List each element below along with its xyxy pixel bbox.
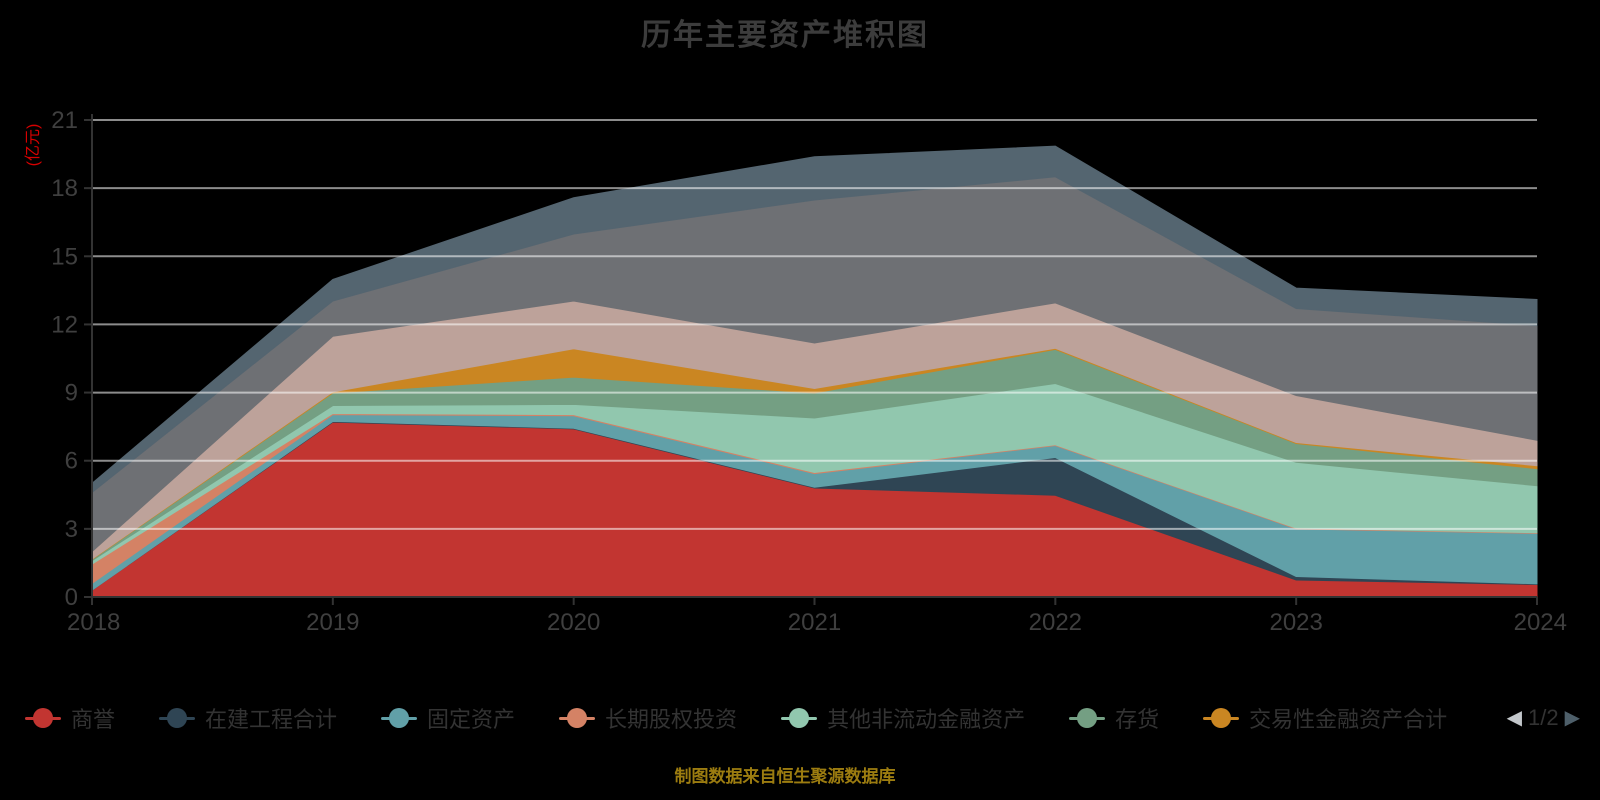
y-axis-label-9: 9	[65, 380, 78, 407]
legend-label: 固定资产	[427, 707, 516, 732]
x-axis-label-2024: 2024	[1514, 609, 1567, 636]
y-axis-label-21: 21	[51, 107, 78, 134]
stacked-area-chart: 0 3 6 9 12 15 18 21 2018 2019 2020 2021 2022 2023 2024…	[24, 107, 1567, 636]
y-axis-label-0: 0	[65, 584, 78, 611]
legend-label: 在建工程合计	[205, 707, 338, 732]
legend-pager: ◀ 1/2 ▶	[1507, 705, 1580, 731]
x-axis-label-2018: 2018	[67, 609, 120, 636]
legend-page-indicator: 1/2	[1528, 705, 1559, 730]
legend-line-circle-icon	[381, 708, 418, 728]
legend: 商誉 在建工程合计 固定资产 长期股权投资 其他非流动金融资产 存货 交易性金融资产合计 ◀…	[25, 701, 1580, 735]
legend-next-page-icon[interactable]: ▶	[1564, 707, 1580, 729]
legend-line-circle-icon	[1069, 708, 1106, 728]
legend-prev-page-icon[interactable]: ◀	[1506, 707, 1523, 729]
area-series-unknown-series-slate (legend page 2)	[91, 145, 1538, 494]
x-axis-label-2023: 2023	[1269, 609, 1322, 636]
legend-item-长期股权投资[interactable]: 长期股权投资	[559, 702, 737, 734]
legend-label: 长期股权投资	[605, 707, 738, 732]
legend-label: 存货	[1115, 707, 1160, 732]
x-axis-label-2020: 2020	[547, 609, 600, 636]
legend-item-商誉[interactable]: 商誉	[25, 702, 115, 734]
legend-item-交易性金融资产合计[interactable]: 交易性金融资产合计	[1203, 702, 1447, 734]
page-title: 历年主要资产堆积图	[641, 19, 929, 52]
y-axis-label-15: 15	[51, 243, 78, 270]
y-axis-label-6: 6	[65, 448, 78, 475]
legend-line-circle-icon	[25, 708, 61, 728]
legend-line-circle-icon	[159, 708, 196, 728]
x-axis-label-2021: 2021	[788, 609, 841, 636]
y-axis-label-18: 18	[51, 175, 78, 202]
y-axis-label-3: 3	[65, 516, 78, 543]
legend-line-circle-icon	[559, 708, 596, 728]
legend-item-固定资产[interactable]: 固定资产	[381, 702, 515, 734]
legend-line-circle-icon	[1203, 708, 1240, 728]
legend-label: 商誉	[71, 707, 116, 732]
legend-line-circle-icon	[781, 708, 818, 728]
legend-label: 交易性金融资产合计	[1249, 707, 1448, 732]
legend-label: 其他非流动金融资产	[827, 707, 1026, 732]
y-axis-label-12: 12	[51, 311, 78, 338]
data-source-caption: 制图数据来自恒生聚源数据库	[674, 767, 896, 786]
legend-item-其他非流动金融资产[interactable]: 其他非流动金融资产	[781, 702, 1025, 734]
x-axis-label-2022: 2022	[1029, 609, 1082, 636]
legend-item-在建工程合计[interactable]: 在建工程合计	[159, 702, 337, 734]
y-axis-unit-label: (亿元)	[24, 124, 42, 167]
x-axis-label-2019: 2019	[306, 609, 359, 636]
legend-item-存货[interactable]: 存货	[1069, 702, 1159, 734]
